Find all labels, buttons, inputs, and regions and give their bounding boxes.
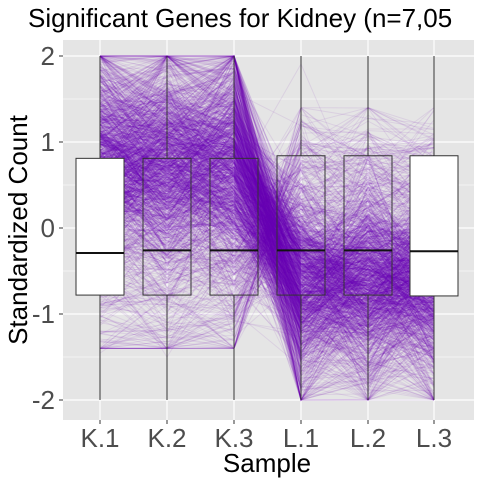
y-tick-label: 0 [41, 213, 55, 243]
x-tick-label: K.2 [147, 423, 186, 453]
box [410, 156, 458, 296]
x-tick-label: K.1 [80, 423, 119, 453]
x-axis-label: Sample [223, 448, 311, 478]
plot-panel [63, 40, 474, 420]
x-tick-label: L.3 [416, 423, 452, 453]
x-tick-label: L.2 [350, 423, 386, 453]
chart-title: Significant Genes for Kidney (n=7,05 [28, 3, 452, 33]
y-tick-label: 2 [41, 41, 55, 71]
y-tick-label: -2 [32, 385, 55, 415]
y-axis-label: Standardized Count [3, 114, 33, 345]
box [76, 158, 124, 295]
y-tick-label: 1 [41, 127, 55, 157]
y-tick-label: -1 [32, 299, 55, 329]
